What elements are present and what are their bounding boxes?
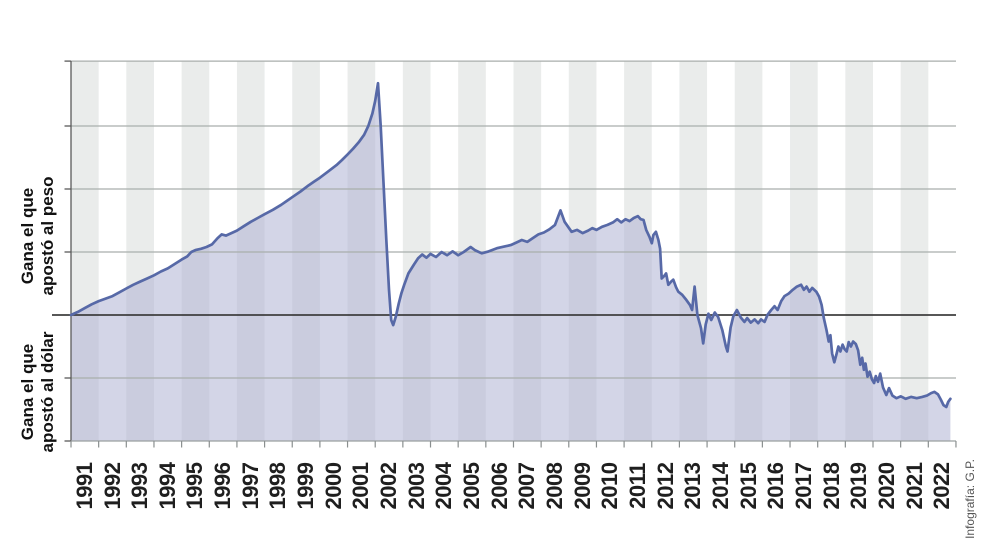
y-label-dolar-line1: Gana el que bbox=[18, 343, 37, 441]
y-label-peso-line1: Gana el que bbox=[18, 187, 37, 285]
y-axis-ticks bbox=[64, 60, 71, 442]
x-axis-ticks bbox=[70, 441, 957, 448]
y-label-dolar-line2: apostó al dólar bbox=[37, 331, 57, 453]
gridlines bbox=[71, 60, 956, 379]
y-label-peso-wins: Gana el que apostó al peso bbox=[18, 171, 58, 301]
data-line bbox=[69, 81, 952, 409]
area-fill bbox=[71, 83, 951, 441]
y-label-peso-line2: apostó al peso bbox=[37, 176, 57, 296]
y-label-dolar-wins: Gana el que apostó al dólar bbox=[18, 327, 58, 457]
credit-label: Infografía: G.P. bbox=[963, 459, 977, 539]
